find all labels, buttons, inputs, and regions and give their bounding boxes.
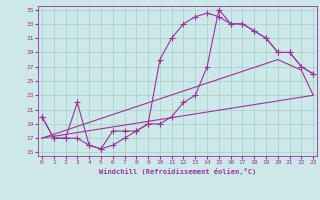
X-axis label: Windchill (Refroidissement éolien,°C): Windchill (Refroidissement éolien,°C) (99, 168, 256, 175)
